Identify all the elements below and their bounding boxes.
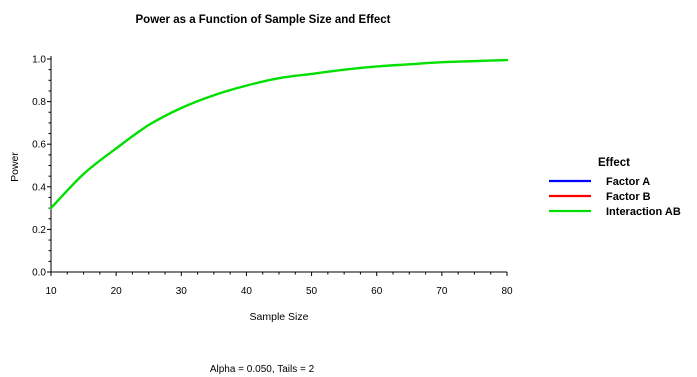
plot-area [50, 56, 507, 273]
x-tick-label: 80 [501, 286, 513, 297]
legend-label-interaction-ab: Interaction AB [606, 206, 681, 218]
x-tick-label: 50 [306, 286, 318, 297]
legend-label-factor-a: Factor A [606, 176, 650, 188]
x-tick-label: 60 [371, 286, 383, 297]
legend-label-factor-b: Factor B [606, 191, 651, 203]
y-axis-ticks: 0.0 0.2 0.4 0.6 0.8 1.0 [32, 55, 51, 279]
y-tick-label: 0.0 [32, 268, 46, 279]
y-tick-label: 0.8 [32, 97, 46, 108]
y-tick-label: 1.0 [32, 55, 46, 66]
x-axis-ticks: 10 20 30 40 50 60 70 80 [45, 272, 513, 297]
series-lines [49, 58, 509, 210]
chart-title: Power as a Function of Sample Size and E… [136, 14, 391, 26]
y-tick-label: 0.2 [32, 225, 46, 236]
x-tick-label: 70 [436, 286, 448, 297]
legend: Factor A Factor B Interaction AB [549, 176, 681, 218]
x-tick-label: 40 [241, 286, 253, 297]
y-tick-label: 0.6 [32, 140, 46, 151]
x-tick-label: 30 [176, 286, 188, 297]
y-axis-label: Power [9, 152, 21, 182]
x-axis-label: Sample Size [250, 311, 309, 323]
x-tick-label: 20 [111, 286, 123, 297]
footnote: Alpha = 0.050, Tails = 2 [210, 364, 315, 375]
y-tick-label: 0.4 [32, 182, 46, 193]
series-line-interaction-ab [49, 58, 509, 210]
legend-title: Effect [598, 157, 630, 169]
x-tick-label: 10 [45, 286, 57, 297]
